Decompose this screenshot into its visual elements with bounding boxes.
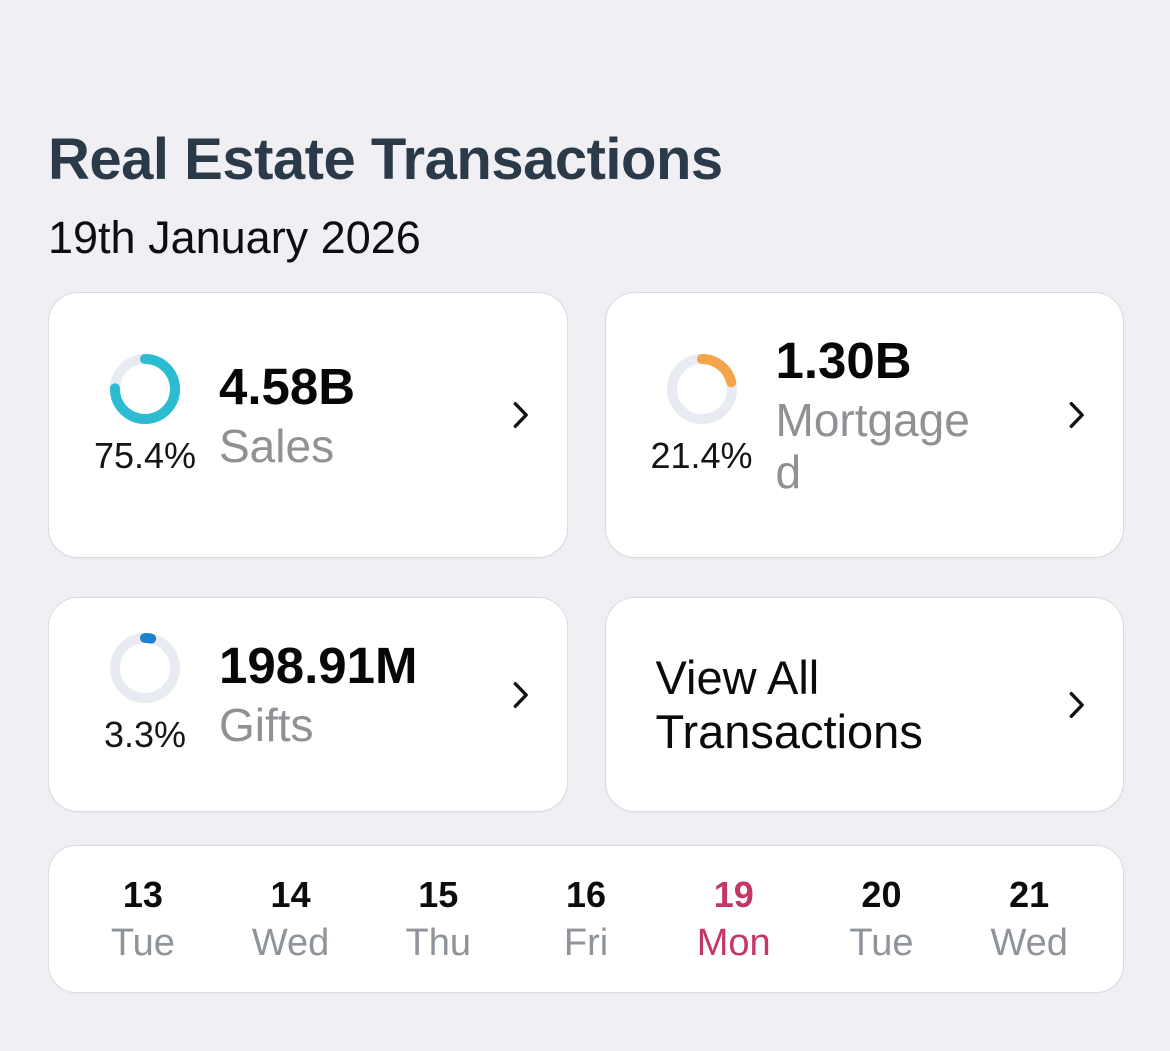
gifts-value: 198.91M (219, 637, 418, 694)
gifts-label: Gifts (219, 699, 314, 751)
chevron-right-icon (1069, 691, 1084, 718)
day-14-wed[interactable]: 14 Wed (251, 873, 330, 964)
date-strip: 13 Tue 14 Wed 15 Thu 16 Fri 19 Mon 20 Tu… (48, 845, 1124, 993)
sales-label: Sales (219, 419, 335, 472)
mortgaged-card[interactable]: 21.4% 1.30B Mortgaged (604, 292, 1124, 558)
sales-card[interactable]: 75.4% 4.58B Sales (48, 292, 568, 558)
sales-donut: 75.4% (93, 353, 197, 478)
chevron-right-icon (513, 401, 528, 429)
page-title: Real Estate Transactions (48, 127, 723, 192)
sales-percentage: 75.4% (93, 434, 197, 476)
day-16-fri[interactable]: 16 Fri (563, 873, 609, 964)
stats-grid: 75.4% 4.58B Sales 21.4% 1.30B Mortgaged (48, 292, 1124, 812)
sales-value: 4.58B (219, 357, 356, 415)
donut-chart-icon (110, 353, 180, 424)
view-all-label: View All Transactions (655, 650, 923, 758)
page-date: 19th January 2026 (48, 212, 421, 263)
day-20-tue[interactable]: 20 Tue (849, 873, 914, 964)
mortgaged-label: Mortgaged (775, 393, 970, 498)
day-21-wed[interactable]: 21 Wed (990, 873, 1068, 964)
chevron-right-icon (1069, 401, 1084, 429)
gifts-donut: 3.3% (93, 632, 197, 757)
donut-chart-icon (666, 353, 737, 424)
mortgaged-value: 1.30B (775, 331, 912, 389)
gifts-card[interactable]: 3.3% 198.91M Gifts (48, 597, 568, 812)
donut-chart-icon (110, 633, 180, 703)
day-15-thu[interactable]: 15 Thu (405, 873, 472, 964)
day-19-mon[interactable]: 19 Mon (696, 873, 771, 964)
mortgaged-percentage: 21.4% (650, 434, 753, 476)
mortgaged-donut: 21.4% (650, 353, 754, 478)
chevron-right-icon (513, 681, 528, 708)
gifts-percentage: 3.3% (103, 714, 187, 755)
day-13-tue[interactable]: 13 Tue (110, 873, 175, 964)
view-all-transactions-button[interactable]: View All Transactions (604, 597, 1124, 812)
